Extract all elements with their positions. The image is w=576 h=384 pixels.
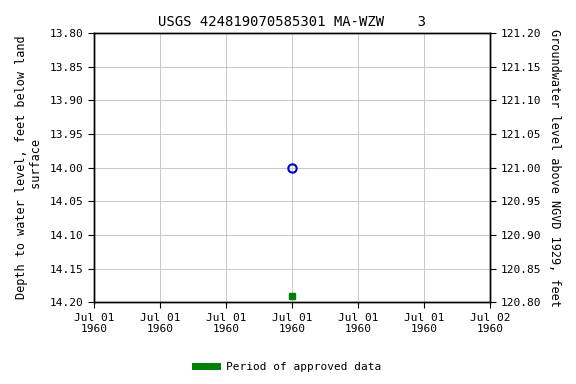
Y-axis label: Depth to water level, feet below land
 surface: Depth to water level, feet below land su…: [15, 36, 43, 300]
Title: USGS 424819070585301 MA-WZW    3: USGS 424819070585301 MA-WZW 3: [158, 15, 426, 29]
Y-axis label: Groundwater level above NGVD 1929, feet: Groundwater level above NGVD 1929, feet: [548, 29, 561, 306]
Legend: Period of approved data: Period of approved data: [191, 358, 385, 377]
